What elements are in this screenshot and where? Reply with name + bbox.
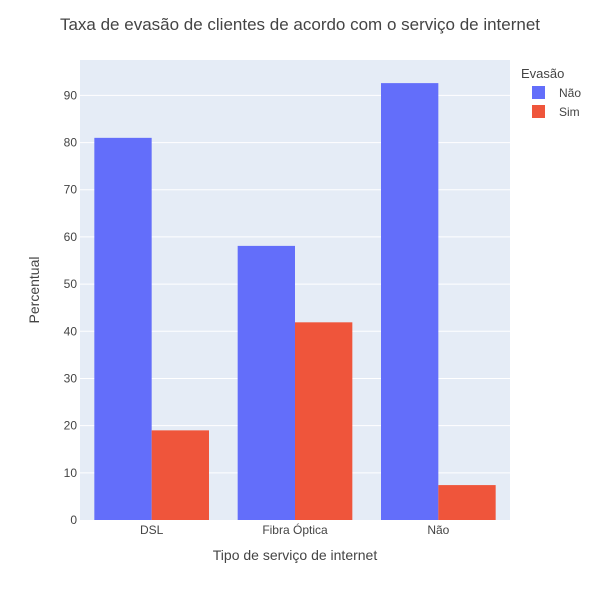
y-axis-title: Percentual bbox=[26, 257, 42, 324]
legend-title: Evasão bbox=[521, 66, 564, 81]
bar-nao[interactable] bbox=[237, 245, 295, 520]
y-tick-label: 70 bbox=[64, 183, 78, 197]
x-tick-label: Não bbox=[427, 523, 449, 537]
legend-swatch-sim bbox=[532, 105, 545, 118]
chart-title: Taxa de evasão de clientes de acordo com… bbox=[60, 15, 540, 34]
bar-nao[interactable] bbox=[381, 83, 439, 520]
x-axis-title: Tipo de serviço de internet bbox=[213, 547, 378, 563]
y-tick-label: 30 bbox=[64, 371, 78, 385]
y-tick-label: 90 bbox=[64, 88, 78, 102]
legend-item-sim[interactable]: Sim bbox=[532, 105, 580, 119]
bar-sim[interactable] bbox=[438, 485, 496, 520]
bars bbox=[94, 83, 496, 520]
legend-label-nao: Não bbox=[559, 86, 581, 100]
bar-nao[interactable] bbox=[94, 137, 152, 520]
legend-swatch-nao bbox=[532, 86, 545, 99]
y-tick-label: 80 bbox=[64, 136, 78, 150]
bar-sim[interactable] bbox=[295, 322, 353, 520]
bar-sim[interactable] bbox=[151, 430, 209, 520]
legend-label-sim: Sim bbox=[559, 105, 580, 119]
y-tick-label: 0 bbox=[70, 513, 77, 527]
y-tick-labels: 0 10 20 30 40 50 60 70 80 90 bbox=[64, 88, 78, 527]
x-tick-label: Fibra Óptica bbox=[262, 522, 328, 537]
legend-item-nao[interactable]: Não bbox=[532, 86, 581, 100]
y-tick-label: 50 bbox=[64, 277, 78, 291]
y-tick-label: 40 bbox=[64, 324, 78, 338]
legend[interactable]: Evasão Não Sim bbox=[521, 66, 581, 119]
y-tick-label: 20 bbox=[64, 419, 78, 433]
x-tick-labels: DSL Fibra Óptica Não bbox=[140, 522, 450, 537]
y-tick-label: 10 bbox=[64, 466, 78, 480]
x-tick-label: DSL bbox=[140, 523, 164, 537]
y-tick-label: 60 bbox=[64, 230, 78, 244]
